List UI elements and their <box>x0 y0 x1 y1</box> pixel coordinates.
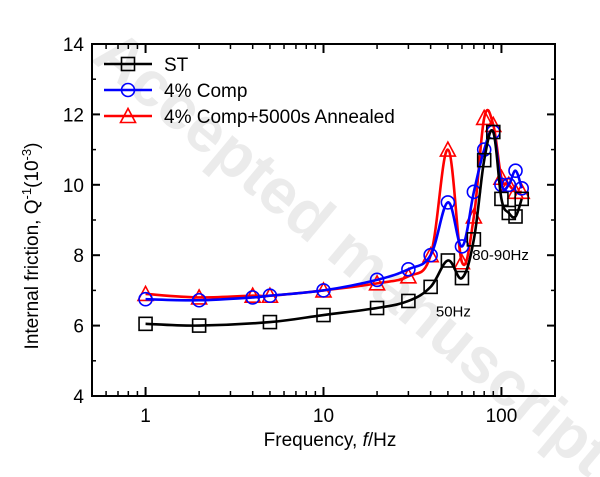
x-tick-label: 10 <box>313 406 334 427</box>
data-point-circle <box>423 247 438 263</box>
x-axis-title: Frequency, f/Hz <box>264 430 397 451</box>
data-point-square <box>262 314 278 330</box>
y-tick-label: 12 <box>63 105 84 126</box>
data-point-square <box>508 209 523 224</box>
data-point-circle <box>508 163 523 179</box>
data-point-circle <box>514 181 530 196</box>
x-tick-label: 1 <box>140 406 151 427</box>
data-point-triangle <box>368 274 386 291</box>
legend-label: 4% Comp <box>164 81 247 102</box>
data-point-circle <box>138 291 153 307</box>
annotation-label: 80-90Hz <box>472 247 529 264</box>
data-point-circle <box>401 261 416 277</box>
y-tick-label: 6 <box>73 317 84 338</box>
x-tick-label: 100 <box>486 406 518 427</box>
data-point-triangle <box>190 288 208 305</box>
data-point-circle <box>369 272 385 288</box>
data-point-square <box>485 124 501 140</box>
legend-marker-square <box>120 56 136 72</box>
legend-marker-circle <box>120 82 136 98</box>
data-point-square <box>494 191 509 207</box>
data-point-square <box>476 152 492 168</box>
legend: ST 4% Comp 4% Comp+5000s Annealed <box>104 55 395 128</box>
annotation-label: 50Hz <box>436 304 471 321</box>
y-tick-label: 4 <box>73 387 84 408</box>
data-point-square <box>191 318 207 333</box>
data-point-circle <box>501 177 517 193</box>
data-point-circle <box>262 288 278 303</box>
legend-label: ST <box>164 55 189 76</box>
data-point-circle <box>316 283 331 298</box>
data-point-triangle <box>399 267 418 284</box>
data-point-triangle <box>475 108 494 126</box>
y-tick-label: 10 <box>63 176 84 197</box>
y-axis-title: Internal friction, Q-1(10-3) <box>19 143 44 350</box>
data-point-circle <box>191 292 207 308</box>
data-point-triangle <box>439 140 457 157</box>
data-point-square <box>423 279 438 295</box>
axes: 4 6 8 10 12 14 1 10 100 <box>63 35 556 427</box>
legend-label: 4% Comp+5000s Annealed <box>164 107 395 128</box>
data-point-square <box>316 307 331 323</box>
data-point-square <box>514 191 530 207</box>
data-point-square <box>401 293 416 309</box>
data-point-triangle <box>512 182 531 200</box>
data-point-square <box>454 270 470 286</box>
data-point-circle <box>440 195 456 210</box>
data-point-square <box>466 232 482 247</box>
data-point-square <box>369 300 385 316</box>
data-point-square <box>440 253 456 268</box>
data-point-circle <box>245 290 260 305</box>
data-point-triangle <box>243 286 262 303</box>
plot-area: 50Hz 80-90Hz <box>136 108 531 333</box>
data-point-triangle <box>453 253 471 270</box>
legend-marker-triangle <box>119 106 137 124</box>
y-tick-label: 8 <box>73 246 84 267</box>
y-tick-label: 14 <box>63 35 85 56</box>
data-point-square <box>138 316 153 332</box>
